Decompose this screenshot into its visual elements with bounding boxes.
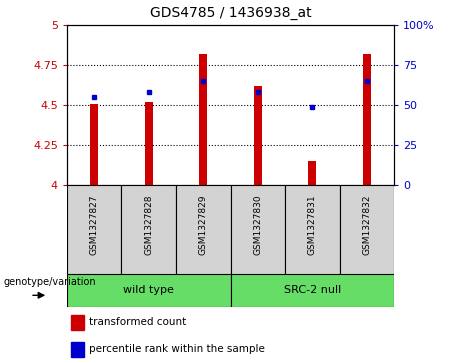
Text: GSM1327832: GSM1327832 — [362, 195, 372, 256]
Bar — [67, 185, 121, 274]
Bar — [121, 185, 176, 274]
Text: GSM1327830: GSM1327830 — [253, 195, 262, 256]
Bar — [254, 86, 262, 185]
Bar — [67, 274, 230, 307]
Text: GSM1327831: GSM1327831 — [308, 195, 317, 256]
Bar — [285, 185, 340, 274]
Text: percentile rank within the sample: percentile rank within the sample — [89, 344, 265, 355]
Text: GSM1327828: GSM1327828 — [144, 195, 153, 256]
Text: wild type: wild type — [123, 285, 174, 295]
Text: genotype/variation: genotype/variation — [3, 277, 96, 287]
Bar — [363, 54, 371, 185]
Text: SRC-2 null: SRC-2 null — [284, 285, 341, 295]
Bar — [308, 161, 316, 185]
Bar — [145, 102, 153, 185]
Bar — [90, 104, 98, 185]
Text: GSM1327827: GSM1327827 — [89, 195, 99, 256]
Bar — [230, 185, 285, 274]
Bar — [199, 54, 207, 185]
Bar — [176, 185, 230, 274]
Title: GDS4785 / 1436938_at: GDS4785 / 1436938_at — [150, 6, 311, 20]
Bar — [230, 274, 394, 307]
Bar — [71, 315, 83, 330]
Bar — [71, 342, 83, 357]
Text: GSM1327829: GSM1327829 — [199, 195, 208, 256]
Bar — [340, 185, 394, 274]
Text: transformed count: transformed count — [89, 318, 187, 327]
